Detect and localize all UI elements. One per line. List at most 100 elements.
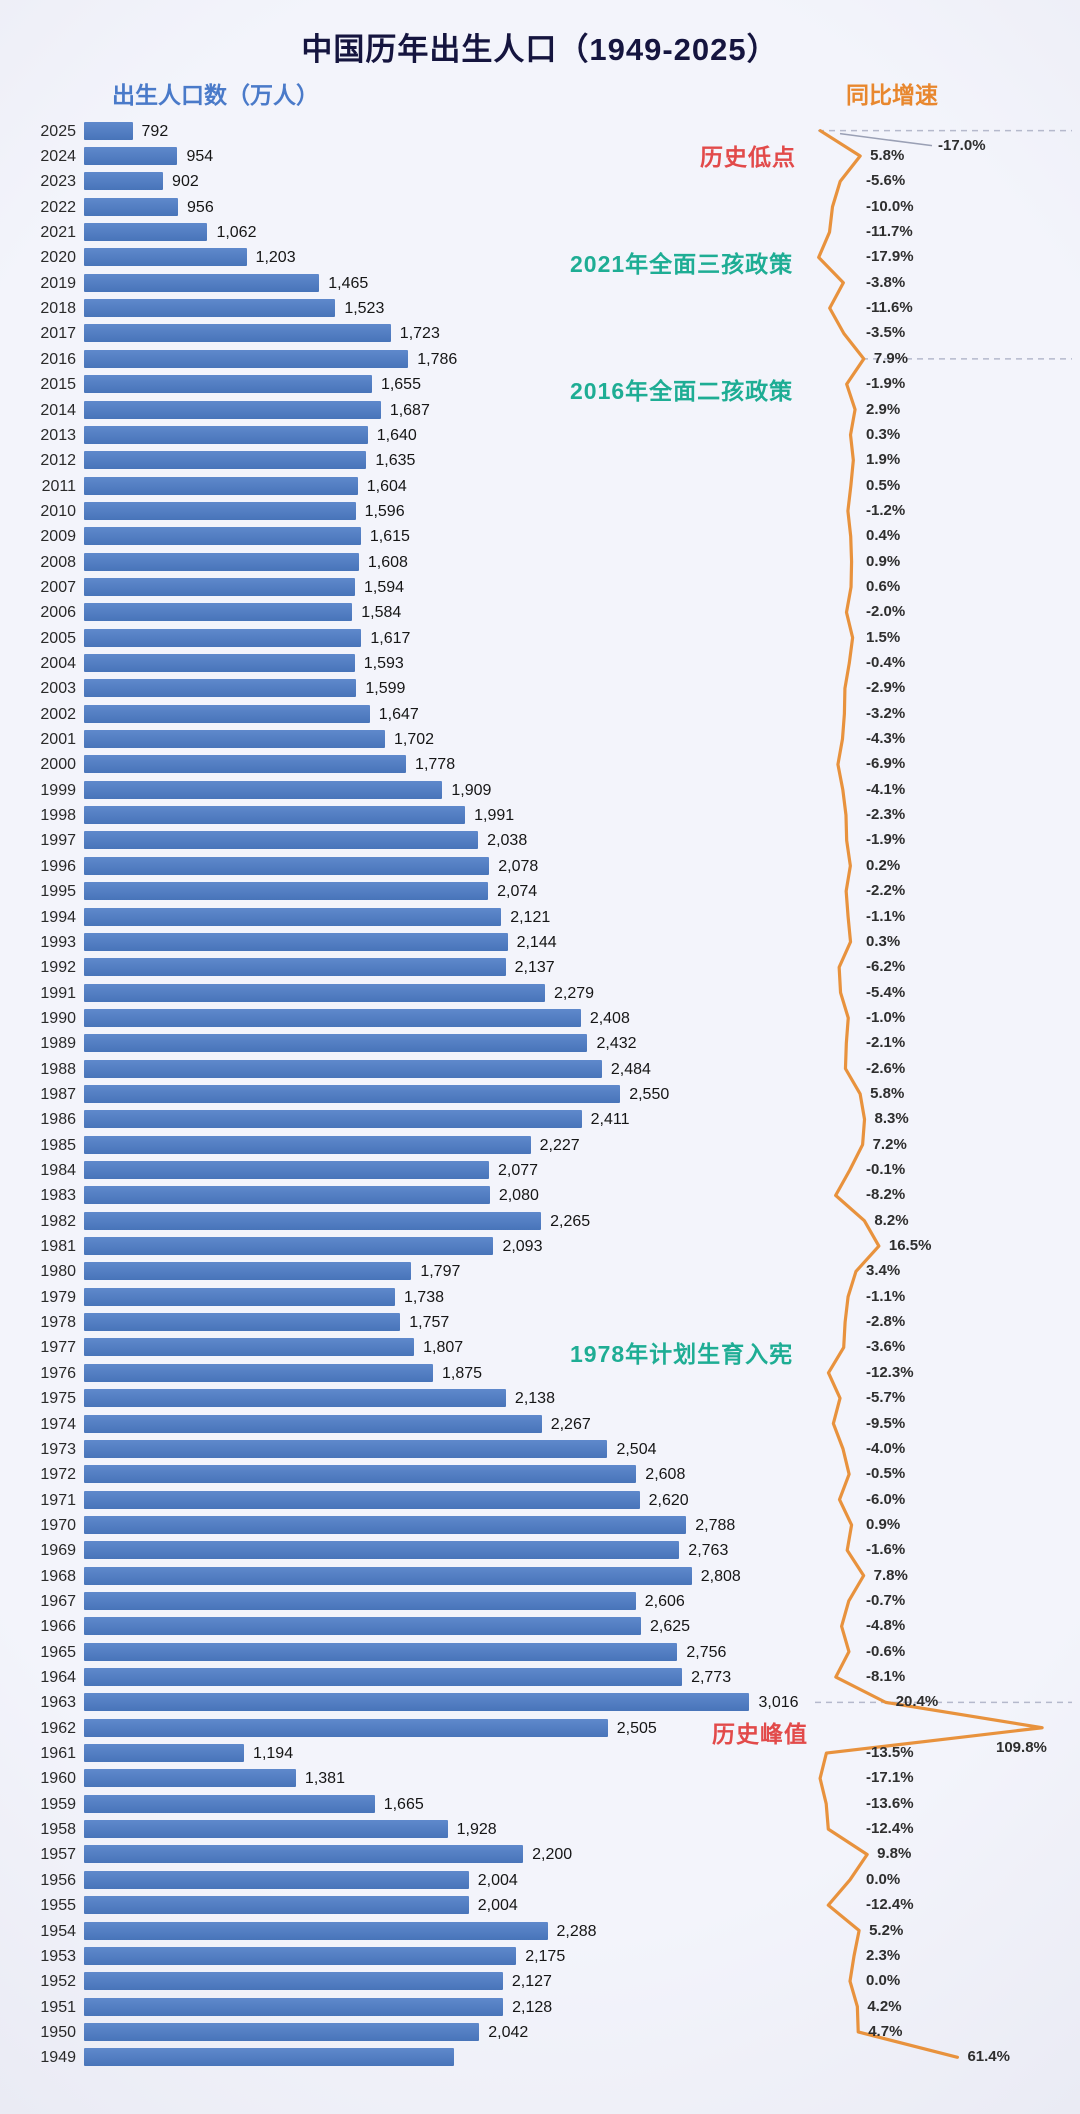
growth-pct-label: 5.8% [870,1084,905,1102]
birth-bar [84,1718,608,1737]
chart-title: 中国历年出生人口（1949-2025） [301,32,779,67]
birth-value-label: 1,991 [474,807,515,825]
birth-value-label: 2,038 [487,832,528,850]
chart-row-year-label: 1975 [40,1390,76,1408]
chart-row-year-label: 2003 [40,680,76,698]
birth-value-label: 1,807 [423,1339,464,1357]
chart-row-year-label: 1989 [40,1035,76,1053]
chart-row-year-label: 2023 [40,173,76,191]
birth-bar [84,1034,588,1053]
birth-bar [84,1997,504,2016]
birth-bar [84,451,367,470]
chart-row-year-label: 1972 [40,1466,76,1484]
birth-bar [84,1515,687,1534]
birth-bar [84,324,391,343]
birth-value-label: 2,606 [644,1592,685,1610]
birth-value-label: 1,909 [451,781,492,799]
birth-bar [84,476,358,495]
growth-pct-label: 0.3% [866,932,901,950]
growth-pct-label: 3.4% [866,1262,901,1280]
growth-pct-label: -11.7% [866,223,913,241]
chart-row-year-label: 2018 [40,300,76,318]
birth-value-label: 2,128 [512,1998,553,2016]
growth-pct-label: 61.4% [967,2048,1010,2066]
birth-bar [84,2048,454,2067]
growth-pct-label: -2.3% [866,806,906,824]
birth-value-label: 902 [172,173,199,191]
birth-bar [84,349,409,368]
birth-bar [84,1465,637,1484]
birth-value-label: 2,074 [497,883,538,901]
birth-bar [84,932,508,951]
growth-pct-label: -1.1% [866,1287,906,1305]
chart-row-year-label: 1957 [40,1846,76,1864]
birth-bar [84,1566,692,1585]
birth-bar [84,1211,542,1230]
chart-row-year-label: 2010 [40,502,76,520]
birth-value-label: 2,484 [610,1060,651,1078]
chart-row-year-label: 1958 [40,1821,76,1839]
birth-bar [84,1693,750,1712]
growth-pct-label: -12.4% [866,1896,914,1914]
chart-row-year-label: 1954 [40,1922,76,1940]
growth-pct-label: -3.2% [866,704,906,722]
chart-row-year-label: 1979 [40,1288,76,1306]
leader-line [839,132,933,147]
birth-value-label: 2,763 [688,1542,729,1560]
birth-value-label: 2,004 [477,1897,518,1915]
chart-row-year-label: 1996 [40,857,76,875]
birth-bar [84,299,336,318]
birth-value-label: 2,288 [556,1922,597,1940]
growth-pct-label: -2.6% [866,1059,906,1077]
chart-row-year-label: 1981 [40,1238,76,1256]
chart-row-year-label: 2007 [40,578,76,596]
birth-bar [84,882,489,901]
birth-value-label: 2,550 [629,1085,670,1103]
birth-value-label: 2,788 [695,1516,736,1534]
growth-pct-label: -3.6% [866,1338,906,1356]
birth-value-label: 2,625 [650,1618,691,1636]
chart-row-year-label: 2022 [40,198,76,216]
growth-pct-label: -0.7% [866,1591,906,1609]
birth-value-label: 2,080 [498,1187,539,1205]
growth-pct-label: -12.4% [866,1820,914,1838]
birth-value-label: 1,062 [216,224,257,242]
growth-pct-label: 0.5% [866,476,901,494]
birth-value-label: 1,738 [403,1288,444,1306]
growth-pct-label: 5.8% [870,147,905,165]
growth-pct-label: -0.5% [866,1465,906,1483]
birth-bar [84,1870,469,1889]
birth-value-label: 1,635 [375,452,416,470]
birth-value-label: 2,078 [498,857,539,875]
birth-bar [84,780,443,799]
chart-row-year-label: 1963 [40,1694,76,1712]
birth-bar [84,730,385,749]
birth-bar [84,1135,531,1154]
birth-value-label: 1,655 [380,376,421,394]
chart-row-year-label: 1998 [40,807,76,825]
growth-pct-label: 0.6% [866,577,901,595]
birth-value-label: 1,604 [366,477,407,495]
growth-pct-label: -2.1% [866,1034,906,1052]
growth-pct-label: -4.1% [866,780,906,798]
chart-row-year-label: 1968 [40,1567,76,1585]
growth-pct-label: -2.2% [866,882,906,900]
birth-value-label: 2,408 [589,1009,630,1027]
birth-value-label: 1,599 [365,680,406,698]
birth-bar [84,1161,489,1180]
growth-pct-label: -0.4% [866,654,906,672]
birth-bar [84,1972,503,1991]
growth-pct-label: -13.5% [866,1744,914,1762]
growth-pct-label: -1.6% [866,1541,906,1559]
birth-value-label: 1,647 [378,705,419,723]
birth-bar [84,1059,602,1078]
birth-bar [84,1744,245,1763]
chart-row-year-label: 1993 [40,933,76,951]
chart-row-year-label: 1980 [40,1263,76,1281]
growth-pct-label: 4.2% [867,1997,902,2015]
birth-bar [84,552,359,571]
birth-bar [84,1363,433,1382]
birth-value-label: 2,773 [691,1669,732,1687]
growth-pct-label: 7.9% [873,349,909,367]
